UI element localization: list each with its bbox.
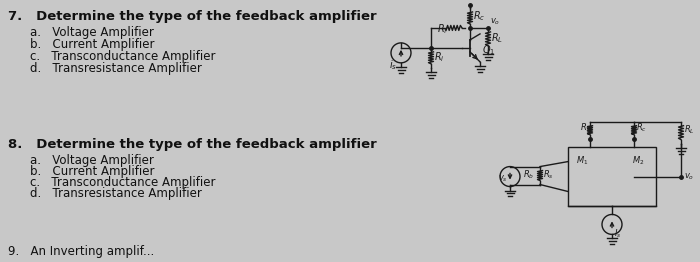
Text: 8.   Determine the type of the feedback amplifier: 8. Determine the type of the feedback am…: [8, 138, 377, 151]
Text: a.   Voltage Amplifier: a. Voltage Amplifier: [30, 26, 154, 39]
Text: b.   Current Amplifier: b. Current Amplifier: [30, 38, 155, 51]
Text: $M_1$: $M_1$: [576, 155, 589, 167]
Text: $R_c$: $R_c$: [636, 122, 647, 134]
Text: $R_i$: $R_i$: [434, 50, 444, 64]
Text: 9.   An Inverting amplif...: 9. An Inverting amplif...: [8, 245, 154, 258]
Text: $v_s$: $v_s$: [498, 173, 508, 184]
Text: b.   Current Amplifier: b. Current Amplifier: [30, 165, 155, 178]
Text: $R_L$: $R_L$: [684, 124, 694, 136]
Text: d.   Transresistance Amplifier: d. Transresistance Amplifier: [30, 187, 202, 200]
Bar: [568, 147, 656, 206]
Text: $I_s$: $I_s$: [614, 227, 622, 240]
Text: $i_s$: $i_s$: [389, 58, 397, 72]
Text: $R_s$: $R_s$: [543, 168, 554, 181]
Text: $M_2$: $M_2$: [632, 155, 645, 167]
Text: $v_o$: $v_o$: [684, 171, 694, 182]
Text: $Q_1$: $Q_1$: [482, 43, 496, 57]
Text: 7.   Determine the type of the feedback amplifier: 7. Determine the type of the feedback am…: [8, 10, 377, 23]
Text: c.   Transconductance Amplifier: c. Transconductance Amplifier: [30, 50, 216, 63]
Text: $R_b$: $R_b$: [523, 168, 534, 181]
Text: a.   Voltage Amplifier: a. Voltage Amplifier: [30, 154, 154, 167]
Text: $R_c$: $R_c$: [473, 9, 485, 23]
Text: c.   Transconductance Amplifier: c. Transconductance Amplifier: [30, 176, 216, 189]
Text: $R_L$: $R_L$: [491, 31, 503, 45]
Text: d.   Transresistance Amplifier: d. Transresistance Amplifier: [30, 62, 202, 75]
Text: $v_o$: $v_o$: [490, 17, 500, 27]
Text: $R_1$: $R_1$: [580, 122, 591, 134]
Text: $-R_f$: $-R_f$: [429, 22, 449, 36]
